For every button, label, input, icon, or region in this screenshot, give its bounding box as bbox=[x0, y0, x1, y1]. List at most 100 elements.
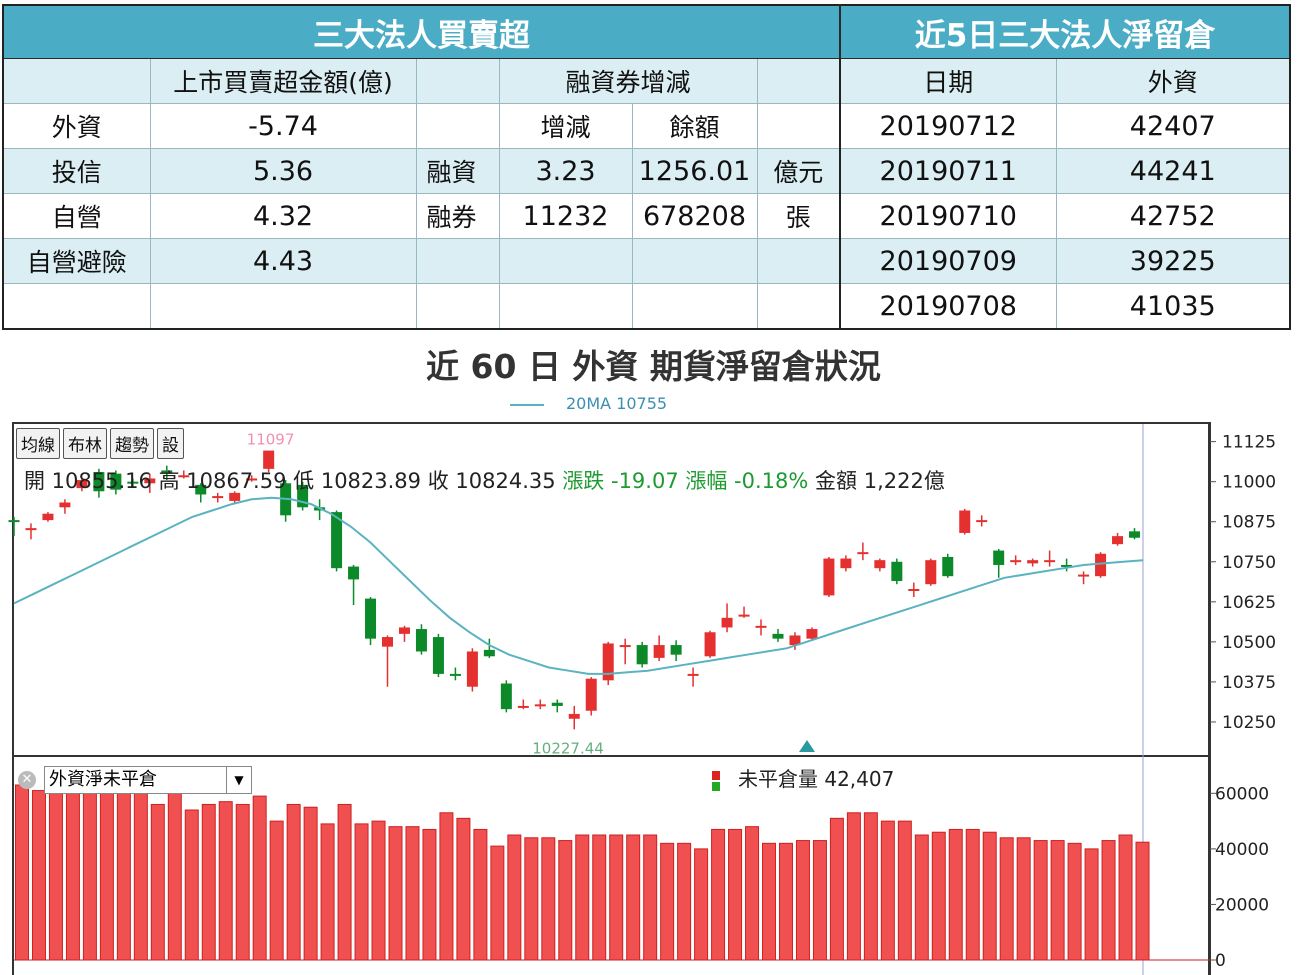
row-amount: 4.43 bbox=[149, 238, 417, 284]
oi-legend-swatch bbox=[712, 770, 720, 791]
oi-bar bbox=[354, 823, 369, 961]
oi-tick-label: 60000 bbox=[1215, 784, 1269, 804]
oi-bar bbox=[694, 848, 709, 961]
oi-bar bbox=[626, 834, 641, 961]
candle-body bbox=[449, 673, 461, 676]
row-label: 自營避險 bbox=[2, 238, 151, 284]
candle-body bbox=[942, 556, 954, 577]
oi-bar bbox=[1016, 837, 1031, 961]
price-tick-label: 11125 bbox=[1222, 433, 1276, 453]
oi-bar bbox=[897, 820, 912, 961]
candle-body bbox=[568, 713, 580, 719]
oi-bar bbox=[184, 809, 199, 961]
margin-row-label bbox=[415, 283, 500, 330]
row-date: 20190710 bbox=[839, 193, 1057, 239]
oi-bar bbox=[795, 840, 810, 961]
candle-body bbox=[466, 651, 478, 687]
oi-bar bbox=[388, 826, 403, 961]
oi-bar bbox=[948, 828, 963, 961]
candle-body bbox=[772, 633, 784, 639]
price-tick-label: 11000 bbox=[1222, 473, 1276, 493]
candle-body bbox=[1044, 560, 1056, 563]
indicator-dropdown[interactable]: 外資淨未平倉 ▼ bbox=[44, 766, 252, 794]
oi-bar bbox=[1118, 834, 1133, 961]
candle-body bbox=[93, 472, 105, 492]
margin-header: 融資券增減 bbox=[498, 58, 758, 104]
candle-body bbox=[483, 649, 495, 657]
settings-button[interactable]: 設 bbox=[157, 428, 184, 459]
foreign-header: 外資 bbox=[1055, 58, 1291, 104]
candle-body bbox=[755, 625, 767, 628]
chevron-down-icon[interactable]: ▼ bbox=[226, 767, 251, 793]
oi-bar bbox=[1101, 840, 1116, 961]
row-amount: 4.32 bbox=[149, 193, 417, 239]
candle-body bbox=[993, 550, 1005, 565]
row-date: 20190712 bbox=[839, 103, 1057, 149]
oi-bar bbox=[31, 790, 46, 961]
ma20-line bbox=[13, 496, 1144, 675]
oi-bar bbox=[116, 792, 131, 961]
price-tick-label: 10750 bbox=[1222, 553, 1276, 573]
candle-body bbox=[25, 528, 37, 531]
margin-row-label: 融資 bbox=[415, 148, 500, 194]
candle-body bbox=[246, 478, 258, 481]
candle-body bbox=[653, 645, 665, 658]
trend-button[interactable]: 趨勢 bbox=[110, 428, 154, 459]
oi-bar bbox=[133, 790, 148, 961]
row-label: 外資 bbox=[2, 103, 151, 149]
margin-balance: 1256.01 bbox=[631, 148, 758, 194]
candle-body bbox=[331, 512, 343, 569]
oi-bar bbox=[524, 837, 539, 961]
ma-legend: 20MA 10755 bbox=[510, 394, 667, 413]
candle-body bbox=[534, 704, 546, 707]
oi-bar bbox=[201, 803, 216, 961]
row-foreign: 39225 bbox=[1055, 238, 1291, 284]
oi-bar bbox=[286, 803, 301, 961]
oi-bar bbox=[914, 834, 929, 961]
oi-bar bbox=[677, 842, 692, 961]
triangle-marker-icon bbox=[799, 740, 815, 752]
candle-body bbox=[1078, 574, 1090, 577]
oi-bar bbox=[490, 845, 505, 961]
oi-tick-label: 40000 bbox=[1215, 840, 1269, 860]
oi-bar bbox=[269, 820, 284, 961]
close-value: 收 10824.35 bbox=[427, 469, 556, 493]
candle-body bbox=[398, 627, 410, 634]
chart-toolbar: 均線 布林 趨勢 設 bbox=[16, 428, 184, 459]
oi-bar bbox=[863, 812, 878, 961]
margin-change: 3.23 bbox=[498, 148, 633, 194]
amount-value: 金額 1,222億 bbox=[815, 469, 945, 493]
oi-tick-label: 20000 bbox=[1215, 895, 1269, 915]
indicator-value: 外資淨未平倉 bbox=[49, 769, 157, 790]
low-value: 低 10823.89 bbox=[293, 469, 422, 493]
candle-body bbox=[704, 632, 716, 657]
row-foreign: 44241 bbox=[1055, 148, 1291, 194]
bollinger-button[interactable]: 布林 bbox=[63, 428, 107, 459]
candle-body bbox=[144, 478, 156, 484]
close-icon[interactable]: ✕ bbox=[18, 771, 36, 789]
oi-bar bbox=[48, 792, 63, 961]
oi-tick-label: 0 bbox=[1215, 951, 1226, 971]
candle-body bbox=[415, 629, 427, 652]
candle-body bbox=[1027, 560, 1039, 564]
candle-body bbox=[1010, 560, 1022, 563]
candle-body bbox=[1112, 536, 1124, 545]
high-value: 高 10867.59 bbox=[158, 469, 287, 493]
change-header: 增減 bbox=[498, 103, 633, 149]
oi-bar bbox=[745, 826, 760, 961]
row-amount: 5.36 bbox=[149, 148, 417, 194]
candle-body bbox=[602, 643, 614, 681]
candle-body bbox=[76, 480, 88, 489]
candle-body bbox=[348, 566, 360, 580]
unit-header bbox=[756, 58, 841, 104]
ma-button[interactable]: 均線 bbox=[16, 428, 60, 459]
oi-bar bbox=[320, 823, 335, 961]
min-label: 10227.44 bbox=[532, 739, 604, 757]
oi-bar bbox=[575, 834, 590, 961]
oi-bar bbox=[609, 834, 624, 961]
row-label: 自營 bbox=[2, 193, 151, 239]
price-tick-label: 10625 bbox=[1222, 593, 1276, 613]
price-tick-label: 10375 bbox=[1222, 673, 1276, 693]
unit-cell bbox=[756, 238, 841, 284]
